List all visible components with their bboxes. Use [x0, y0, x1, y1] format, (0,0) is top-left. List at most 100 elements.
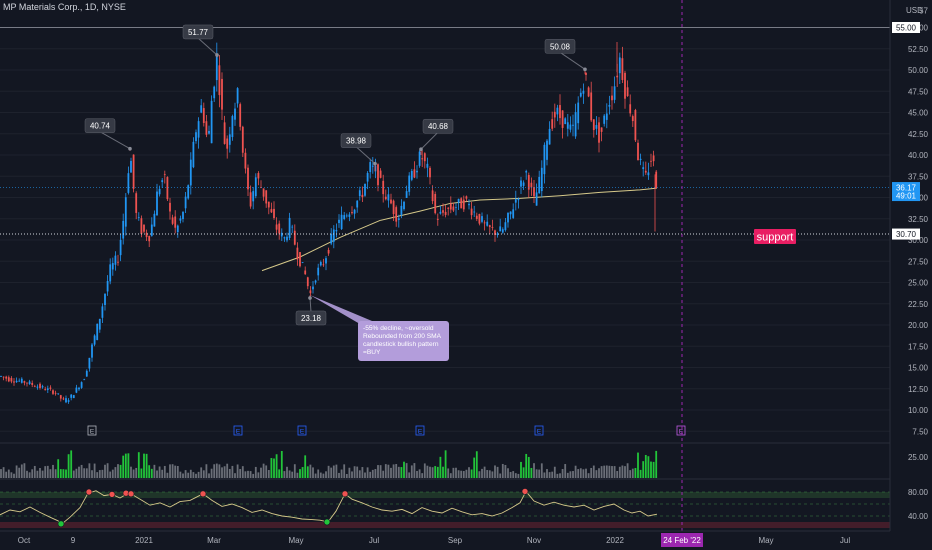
price-tick[interactable]: 45.00 — [908, 109, 929, 118]
price-tick[interactable]: 10.00 — [908, 406, 929, 415]
candle-body — [41, 386, 44, 388]
volume-bar — [421, 473, 424, 478]
candle-body — [166, 177, 169, 200]
candle-body — [31, 382, 34, 385]
time-tick[interactable]: 9 — [71, 536, 76, 545]
volume-bar — [273, 458, 275, 478]
swing-label: 50.08 — [550, 42, 571, 51]
volume-bar — [252, 473, 255, 478]
candle-body — [213, 86, 216, 99]
price-tick[interactable]: 42.50 — [908, 130, 929, 139]
volume-bar — [319, 472, 322, 478]
price-tick[interactable]: 17.50 — [908, 342, 929, 351]
time-tick[interactable]: Oct — [18, 536, 31, 545]
time-tick[interactable]: Jul — [369, 536, 379, 545]
rsi-overbought-marker — [521, 488, 529, 495]
price-tick[interactable]: 22.50 — [908, 300, 929, 309]
volume-bar — [153, 464, 156, 478]
candle-body — [548, 128, 551, 145]
volume-bar — [2, 467, 5, 478]
swing-label: 40.68 — [428, 122, 449, 131]
candle-body — [322, 264, 325, 266]
price-tick[interactable]: 25.00 — [908, 279, 929, 288]
price-tick[interactable]: 7.50 — [912, 427, 928, 436]
candle-body — [72, 395, 75, 399]
price-tick[interactable]: 27.50 — [908, 257, 929, 266]
candle-body — [436, 218, 439, 220]
volume-bar — [468, 467, 470, 478]
date-marker-label[interactable]: 24 Feb '22 — [663, 536, 701, 545]
candle-body — [488, 225, 491, 228]
price-tick[interactable]: 47.50 — [908, 87, 929, 96]
price-tick[interactable]: 20.00 — [908, 321, 929, 330]
volume-bar — [501, 463, 504, 478]
rsi-overbought-marker — [108, 491, 116, 498]
swing-label: 51.77 — [188, 28, 209, 37]
volume-bar — [135, 467, 138, 478]
time-tick[interactable]: 2022 — [606, 536, 624, 545]
volume-bar — [49, 469, 52, 478]
candle-body — [390, 199, 392, 204]
candle-body — [559, 105, 561, 119]
price-tick[interactable]: 40.00 — [908, 151, 929, 160]
price-tick[interactable]: 12.50 — [908, 385, 929, 394]
rsi-oversold-band — [0, 522, 890, 528]
volume-bar — [65, 469, 67, 478]
volume-bar — [553, 466, 556, 478]
volume-bar — [223, 466, 226, 478]
time-tick[interactable]: Mar — [207, 536, 221, 545]
time-tick[interactable]: Jul — [840, 536, 850, 545]
candle-body — [67, 400, 70, 402]
volume-bar — [577, 469, 580, 478]
candle-body — [301, 262, 304, 263]
candle-body — [473, 211, 476, 213]
price-tick[interactable]: 30.00 — [908, 236, 929, 245]
chart-title: MP Materials Corp., 1D, NYSE — [3, 2, 126, 12]
earnings-marker — [297, 425, 307, 436]
volume-bar — [117, 464, 119, 478]
candle-body — [585, 72, 587, 75]
price-tick[interactable]: 32.50 — [908, 215, 929, 224]
volume-bar — [18, 467, 21, 478]
volume-bar — [171, 464, 174, 478]
time-tick[interactable]: May — [288, 536, 303, 545]
volume-bar — [488, 470, 491, 478]
candle-body — [85, 370, 88, 377]
volume-bar — [499, 473, 502, 478]
volume-bar — [330, 467, 333, 478]
volume-bar — [179, 471, 182, 478]
volume-bar — [39, 468, 41, 478]
volume-bar — [644, 454, 647, 478]
candle-body — [431, 190, 434, 202]
candle-body — [522, 182, 525, 186]
swing-point — [128, 146, 132, 151]
volume-bar — [514, 473, 517, 478]
candle-body — [361, 194, 364, 198]
earnings-label: E — [679, 429, 684, 436]
volume-bar — [325, 471, 327, 478]
time-tick[interactable]: 2021 — [135, 536, 153, 545]
volume-bar — [46, 465, 49, 478]
candle-body — [306, 277, 309, 287]
volume-bar — [210, 468, 213, 478]
volume-bar — [127, 453, 130, 478]
volume-bar — [465, 469, 468, 478]
time-tick[interactable]: Sep — [448, 536, 463, 545]
price-tick[interactable]: 52.50 — [908, 45, 929, 54]
time-tick[interactable]: May — [758, 536, 773, 545]
price-tick[interactable]: 15.00 — [908, 364, 929, 373]
candle-body — [18, 380, 21, 382]
price-tick[interactable]: 37.50 — [908, 172, 929, 181]
volume-bar — [595, 470, 598, 478]
price-tick[interactable]: 57 — [919, 7, 928, 16]
price-scale-ticks[interactable]: 5755.0052.5050.0047.5045.0042.5040.0037.… — [908, 7, 929, 437]
volume-bar — [439, 456, 442, 478]
volume-bar — [564, 464, 567, 478]
time-scale-ticks[interactable]: Oct 9 2021 Mar May Jul Sep Nov 2022 24 Feb '22 May… — [18, 533, 851, 547]
price-line-label: 30.70 — [896, 230, 917, 239]
candle-body — [470, 208, 473, 216]
volume-bar — [390, 467, 392, 478]
volume-bar — [104, 464, 106, 478]
time-tick[interactable]: Nov — [527, 536, 541, 545]
price-tick[interactable]: 50.00 — [908, 66, 929, 75]
